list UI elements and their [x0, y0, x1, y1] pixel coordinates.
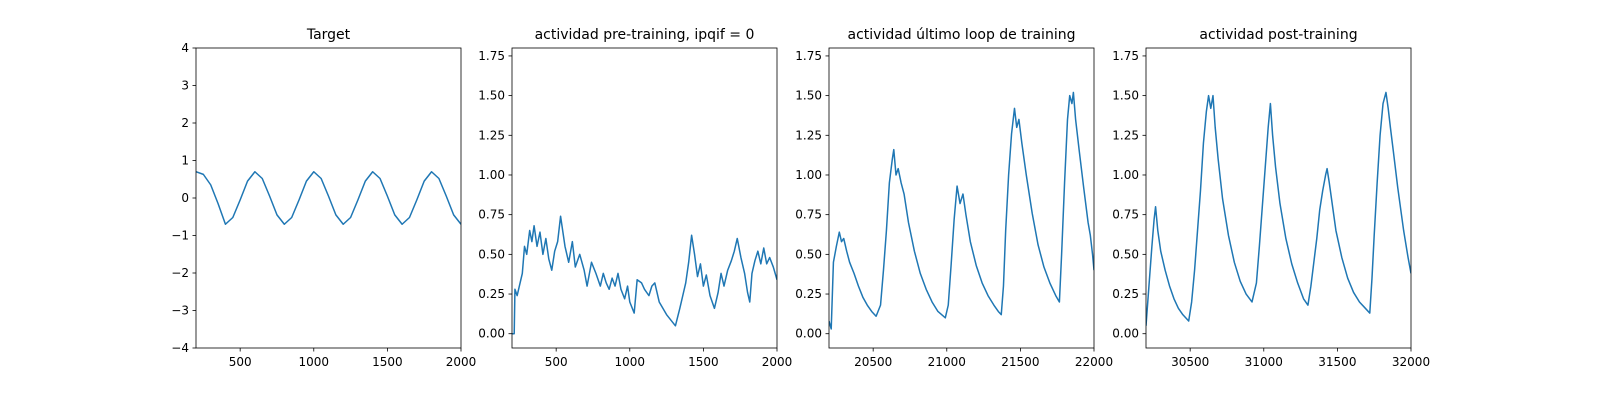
subplot-1-x-tick-label: 500	[229, 355, 252, 369]
subplot-2-title: actividad pre-training, ipqif = 0	[535, 27, 755, 43]
subplot-1-y-tick-label: 1	[181, 154, 189, 168]
subplot-3-series-line-1	[829, 91, 1094, 330]
subplot-1-x-tick-label: 2000	[446, 355, 477, 369]
subplot-1-y-tick-label: 2	[181, 116, 189, 130]
subplot-3-x-tick-label: 20500	[854, 355, 892, 369]
subplot-1-y-tick-label: 3	[181, 79, 189, 93]
subplot-1-x-tick-label: 1500	[372, 355, 403, 369]
subplot-4-y-tick-label: 1.75	[1112, 49, 1139, 63]
subplot-pre-training: 500 1000 1500 2000 0.00 0.25 0.50 0.75 1.00 1.25 1…	[478, 27, 792, 369]
subplot-1-y-tick-label: −4	[171, 341, 189, 355]
subplot-2-y-tick-label: 0.75	[478, 208, 505, 222]
subplot-1-y-tick-label: −1	[171, 229, 189, 243]
subplot-2-x-tick-label: 1500	[688, 355, 719, 369]
subplot-4-x-tick-label: 31000	[1245, 355, 1283, 369]
subplot-4-title: actividad post-training	[1199, 27, 1357, 43]
subplot-2-y-tick-label: 0.25	[478, 287, 505, 301]
subplot-2-y-tick-label: 1.50	[478, 89, 505, 103]
subplot-last-training-loop: 20500 21000 21500 22000 0.00 0.25 0.50 0.75 1.00…	[795, 27, 1113, 369]
subplot-2-x-tick-label: 1000	[615, 355, 646, 369]
subplot-1-y-tick-label: 4	[181, 41, 189, 55]
subplot-1-x-tick-label: 1000	[299, 355, 330, 369]
subplot-1-series-line-1	[196, 171, 461, 225]
subplot-4-y-tick-label: 0.00	[1112, 327, 1139, 341]
subplot-post-training: 30500 31000 31500 32000 0.00 0.25 0.50 0.75 1.00…	[1112, 27, 1430, 369]
subplot-1-y-tick-label: 0	[181, 191, 189, 205]
subplot-1-y-tick-label: −3	[171, 304, 189, 318]
subplot-3-y-tick-label: 0.25	[795, 287, 822, 301]
subplot-3-title: actividad último loop de training	[848, 27, 1076, 43]
subplot-2-y-tick-label: 1.00	[478, 168, 505, 182]
subplot-4-x-tick-label: 32000	[1392, 355, 1430, 369]
subplot-3-y-tick-label: 0.50	[795, 247, 822, 261]
subplot-4-x-tick-label: 31500	[1318, 355, 1356, 369]
subplot-2-x-tick-label: 500	[545, 355, 568, 369]
subplot-2-series-line-1	[512, 215, 777, 335]
subplot-2-y-tick-label: 1.25	[478, 128, 505, 142]
subplot-4-y-tick-label: 0.25	[1112, 287, 1139, 301]
subplot-1-title: Target	[306, 27, 351, 43]
subplot-4-axes-frame	[1145, 47, 1412, 349]
subplot-3-axes-frame	[828, 47, 1095, 349]
subplot-4-series-line-1	[1146, 91, 1411, 326]
subplot-4-y-tick-label: 1.50	[1112, 89, 1139, 103]
subplot-3-y-tick-label: 0.75	[795, 208, 822, 222]
subplot-1-y-tick-label: −2	[171, 266, 189, 280]
subplot-target: 500 1000 1500 2000 −4 −3 −2 −1 0 1 2 3 4 Target	[171, 27, 476, 369]
subplot-3-y-tick-label: 1.00	[795, 168, 822, 182]
subplot-3-y-tick-label: 1.25	[795, 128, 822, 142]
subplot-4-y-tick-label: 1.25	[1112, 128, 1139, 142]
subplot-3-x-tick-label: 22000	[1075, 355, 1113, 369]
subplot-4-y-tick-label: 0.75	[1112, 208, 1139, 222]
subplot-3-y-tick-label: 1.75	[795, 49, 822, 63]
subplot-3-x-tick-label: 21500	[1001, 355, 1039, 369]
subplot-4-x-tick-label: 30500	[1171, 355, 1209, 369]
subplot-4-y-tick-label: 1.00	[1112, 168, 1139, 182]
subplot-2-x-tick-label: 2000	[762, 355, 793, 369]
subplot-2-axes-frame	[511, 47, 778, 349]
subplot-2-y-tick-label: 0.00	[478, 327, 505, 341]
subplot-3-y-tick-label: 1.50	[795, 89, 822, 103]
subplot-3-x-tick-label: 21000	[928, 355, 966, 369]
subplot-2-y-tick-label: 1.75	[478, 49, 505, 63]
subplot-4-y-tick-label: 0.50	[1112, 247, 1139, 261]
subplot-2-y-tick-label: 0.50	[478, 247, 505, 261]
subplot-3-y-tick-label: 0.00	[795, 327, 822, 341]
